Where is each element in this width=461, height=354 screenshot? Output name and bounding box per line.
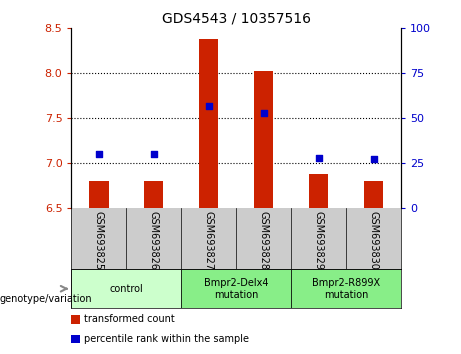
Text: percentile rank within the sample: percentile rank within the sample xyxy=(84,334,249,344)
Point xyxy=(370,156,377,162)
Text: GSM693825: GSM693825 xyxy=(94,211,104,270)
Bar xyxy=(89,181,108,208)
Point xyxy=(315,155,322,160)
Text: genotype/variation: genotype/variation xyxy=(0,294,93,304)
Text: GSM693830: GSM693830 xyxy=(369,211,378,270)
Text: GSM693829: GSM693829 xyxy=(313,211,324,270)
Bar xyxy=(309,174,328,208)
Point xyxy=(150,151,158,157)
Text: GSM693827: GSM693827 xyxy=(204,211,214,270)
Point xyxy=(95,151,103,157)
Text: Bmpr2-Delx4
mutation: Bmpr2-Delx4 mutation xyxy=(204,278,268,299)
Point xyxy=(205,103,213,108)
Bar xyxy=(71,269,181,308)
Bar xyxy=(199,39,219,208)
Text: GSM693828: GSM693828 xyxy=(259,211,269,270)
Title: GDS4543 / 10357516: GDS4543 / 10357516 xyxy=(162,12,311,26)
Bar xyxy=(144,181,164,208)
Bar xyxy=(364,181,383,208)
Text: Bmpr2-R899X
mutation: Bmpr2-R899X mutation xyxy=(312,278,380,299)
Text: transformed count: transformed count xyxy=(84,314,175,325)
Bar xyxy=(181,269,291,308)
Text: control: control xyxy=(110,284,143,294)
Bar xyxy=(254,72,273,208)
Bar xyxy=(291,269,401,308)
Text: GSM693826: GSM693826 xyxy=(149,211,159,270)
Point xyxy=(260,110,267,115)
